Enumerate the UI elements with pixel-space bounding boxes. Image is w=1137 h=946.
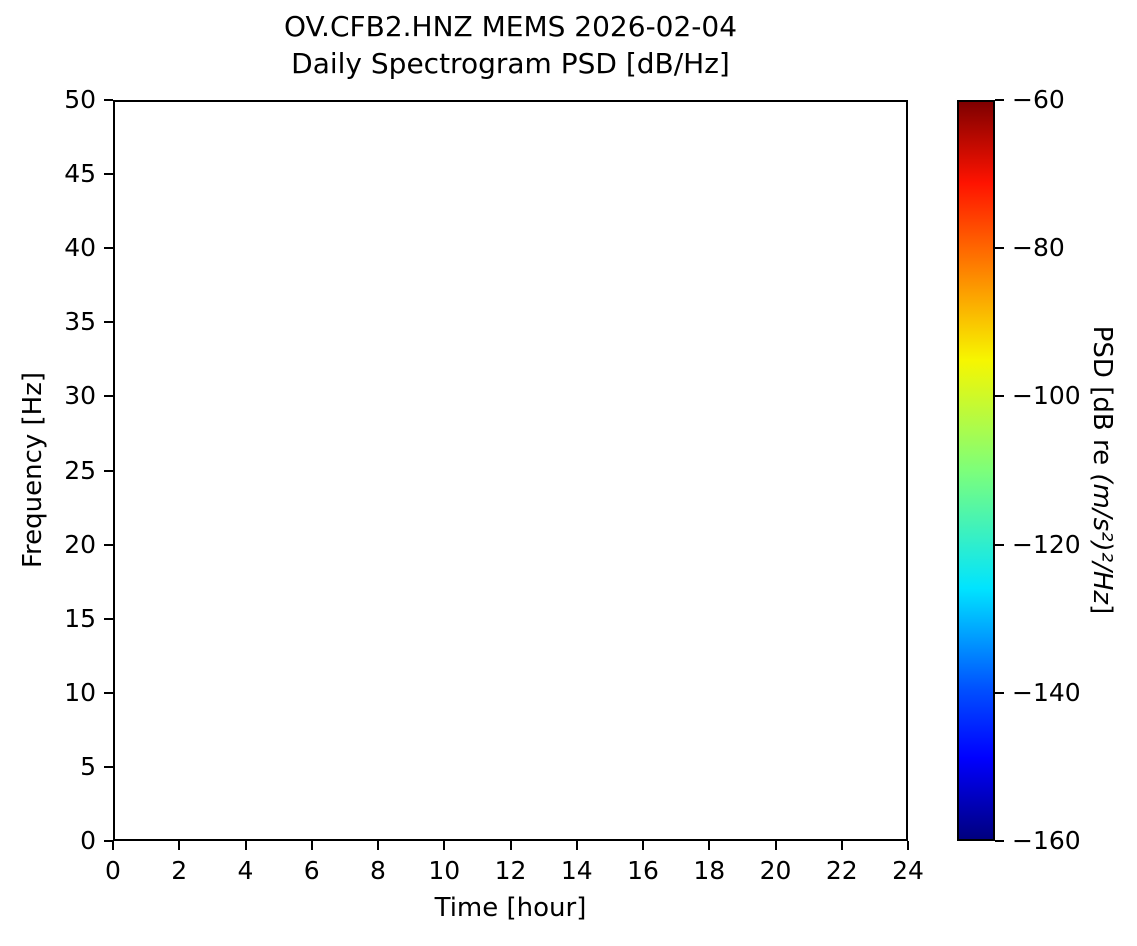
x-tick-mark [178,841,181,850]
colorbar-tick-label: −60 [1012,85,1065,114]
x-tick-label: 2 [171,856,188,885]
y-tick-label: 20 [64,529,96,559]
y-tick-mark [104,395,113,398]
x-tick-label: 18 [693,856,726,885]
y-tick-mark [104,617,113,620]
colorbar-tick-mark [995,395,1004,398]
x-tick-label: 10 [428,856,461,885]
colorbar-tick-label: −120 [1012,529,1081,559]
colorbar-tick-mark [995,99,1004,101]
y-tick-mark [104,840,113,842]
colorbar [957,100,995,841]
y-tick-label: 45 [64,159,96,189]
x-axis: 0 2 4 6 8 10 12 14 16 18 20 22 24 [105,841,924,901]
y-tick-mark [104,99,113,101]
y-axis-label: Frequency [Hz] [18,371,48,569]
x-tick-label: 14 [560,856,593,885]
colorbar-tick-mark [995,691,1004,694]
colorbar-label-prefix: PSD [dB re [1087,325,1117,474]
x-tick-label: 16 [627,856,659,885]
x-tick-label: 0 [105,856,121,885]
x-tick-mark [575,841,578,850]
y-tick-mark [104,543,113,546]
y-tick-label: 25 [64,455,96,485]
x-tick-label: 20 [759,856,792,885]
title-line-2: Daily Spectrogram PSD [dB/Hz] [291,47,730,80]
colorbar-label-suffix: ] [1087,604,1117,615]
x-tick-mark [244,841,247,850]
x-tick-mark [642,841,644,850]
x-tick-label: 6 [303,856,320,885]
y-tick-mark [104,691,113,694]
y-tick-label: 35 [64,307,96,337]
y-tick-label: 40 [64,233,96,263]
x-tick-mark [774,841,777,850]
x-tick-mark [112,841,114,850]
y-tick-mark [104,765,113,768]
colorbar-tick-mark [995,543,1004,546]
y-tick-mark [104,173,113,176]
colorbar-tick-label: −140 [1012,677,1081,707]
colorbar-label-math: (m/s²)²/Hz [1087,473,1117,605]
x-tick-mark [708,841,711,850]
x-tick-mark [310,841,313,850]
plot-area [113,100,908,841]
x-tick-label: 24 [892,856,924,885]
x-tick-mark [840,841,843,850]
y-tick-label: 50 [64,85,96,114]
y-tick-label: 30 [64,381,96,411]
x-tick-label: 22 [825,856,858,885]
y-tick-mark [104,247,113,250]
colorbar-tick-mark [995,247,1004,250]
figure-title: OV.CFB2.HNZ MEMS 2026-02-04 Daily Spectr… [113,8,908,82]
y-tick-label: 0 [80,826,96,855]
colorbar-tick-label: −160 [1012,826,1081,855]
x-tick-mark [443,841,446,850]
colorbar-tick-mark [995,840,1004,842]
y-tick-mark [104,321,113,324]
colorbar-gradient [959,102,993,839]
x-tick-mark [377,841,379,850]
x-tick-label: 8 [370,856,386,885]
x-tick-label: 12 [494,856,527,885]
x-axis-label: Time [hour] [434,893,587,923]
y-tick-label: 5 [80,751,96,781]
title-line-1: OV.CFB2.HNZ MEMS 2026-02-04 [283,10,738,43]
colorbar-axis: −60 −80 −100 −120 −140 −160 [995,85,1137,855]
x-tick-mark [907,841,909,850]
colorbar-label: PSD [dB re (m/s²)²/Hz] [1087,270,1117,670]
y-tick-label: 10 [64,677,96,707]
x-tick-label: 4 [237,856,254,885]
colorbar-tick-label: −80 [1012,233,1065,263]
x-tick-mark [509,841,512,850]
y-tick-label: 15 [64,603,96,633]
y-axis: 0 5 10 15 20 25 30 35 40 45 50 [0,85,113,855]
y-tick-mark [104,469,113,472]
colorbar-tick-label: −100 [1012,381,1081,411]
